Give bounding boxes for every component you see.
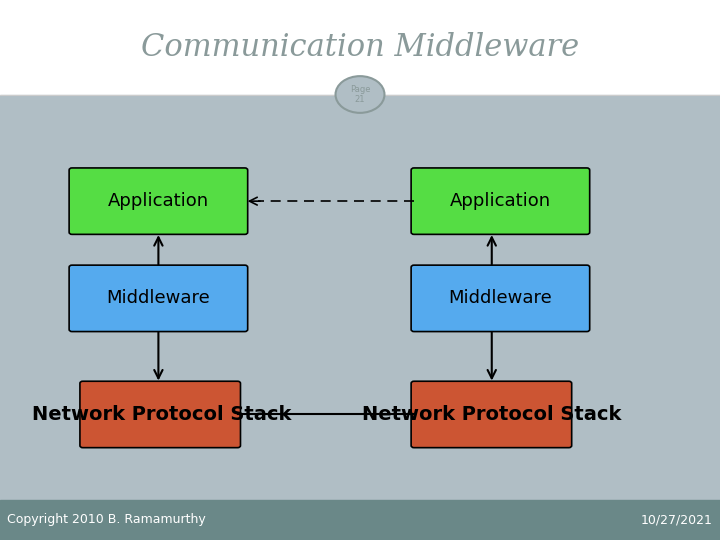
Text: Network Protocol Stack: Network Protocol Stack	[362, 405, 621, 424]
Text: Page
21: Page 21	[350, 85, 370, 104]
Text: Application: Application	[108, 192, 209, 210]
FancyBboxPatch shape	[411, 381, 572, 448]
FancyBboxPatch shape	[69, 265, 248, 332]
FancyBboxPatch shape	[411, 168, 590, 234]
FancyBboxPatch shape	[80, 381, 240, 448]
Text: 10/27/2021: 10/27/2021	[641, 513, 713, 526]
Text: Copyright 2010 B. Ramamurthy: Copyright 2010 B. Ramamurthy	[7, 513, 206, 526]
Bar	[0, 0, 720, 94]
Text: Communication Middleware: Communication Middleware	[141, 32, 579, 63]
Text: Network Protocol Stack: Network Protocol Stack	[32, 405, 292, 424]
Circle shape	[336, 76, 384, 113]
Text: Middleware: Middleware	[107, 289, 210, 307]
FancyBboxPatch shape	[411, 265, 590, 332]
Text: Middleware: Middleware	[449, 289, 552, 307]
Text: Application: Application	[450, 192, 551, 210]
Bar	[0, 500, 720, 540]
FancyBboxPatch shape	[69, 168, 248, 234]
Bar	[0, 94, 720, 500]
